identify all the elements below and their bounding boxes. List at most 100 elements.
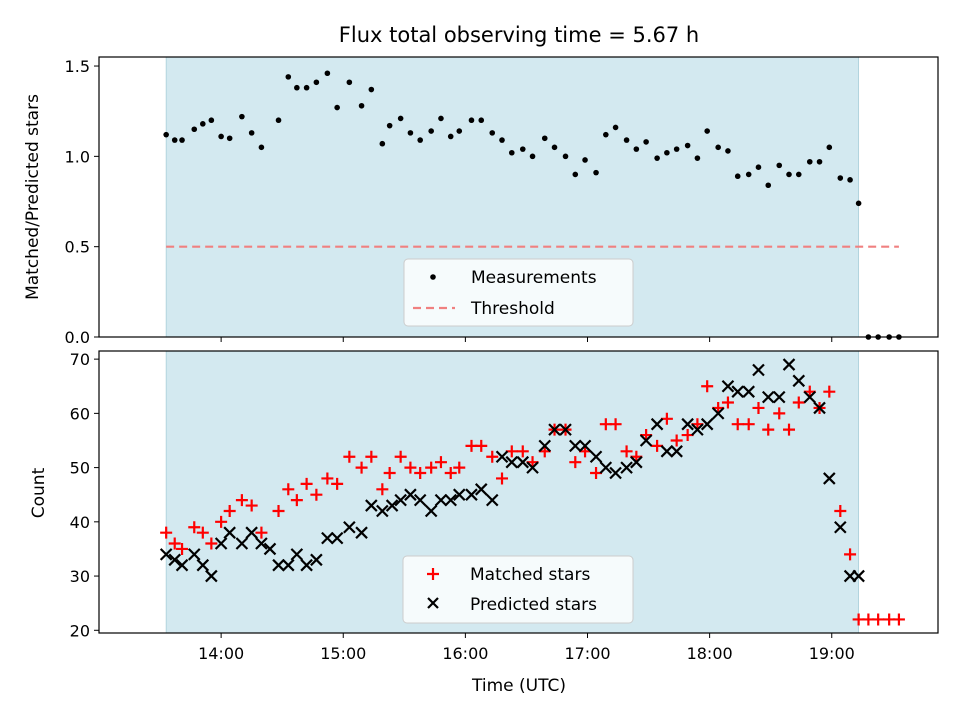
measurement-point <box>489 130 496 136</box>
predicted-star-point <box>159 548 173 561</box>
matched-star-point <box>290 494 303 507</box>
matched-star-point <box>235 494 248 507</box>
predicted-star-point <box>670 445 683 458</box>
matched-star-point <box>590 467 603 480</box>
measurement-point <box>847 177 853 183</box>
measurement-point <box>285 74 292 80</box>
matched-star-point <box>681 429 694 442</box>
predicted-star-point <box>235 537 249 550</box>
matched-star-point <box>282 483 295 496</box>
measurement-point <box>379 140 386 147</box>
matched-star-point <box>844 548 857 561</box>
predicted-star-point <box>650 417 664 431</box>
ratio-y-tick-label: 0.0 <box>65 328 90 347</box>
measurement-point <box>171 137 178 143</box>
measurement-point <box>593 169 599 176</box>
measurements-legend-marker <box>430 274 436 280</box>
measurement-point <box>855 200 862 207</box>
count-y-ticks: 20 30 40 50 60 70 <box>70 350 99 640</box>
predicted-star-point <box>187 548 201 561</box>
predicted-star-point <box>599 461 613 474</box>
x-tick-label: 19:00 <box>809 644 855 663</box>
predicted-legend-label: Predicted stars <box>470 595 597 615</box>
measurement-point <box>562 153 569 160</box>
measurement-point <box>765 182 772 189</box>
ratio-y-tick-label: 1.0 <box>65 147 90 166</box>
predicted-star-point <box>721 379 735 393</box>
measurement-point <box>200 121 206 127</box>
matched-star-point <box>742 418 755 431</box>
x-tick-label: 14:00 <box>198 644 244 663</box>
matched-star-point <box>444 467 457 480</box>
ratio-axes-frame <box>98 56 939 338</box>
measurement-point <box>163 131 169 138</box>
measurement-point <box>755 164 762 170</box>
predicted-star-point <box>752 363 765 377</box>
measurement-point <box>541 135 548 142</box>
measurement-point <box>519 146 526 152</box>
predicted-star-point <box>772 390 786 404</box>
predicted-star-point <box>290 548 304 561</box>
predicted-star-point <box>681 417 694 431</box>
matched-star-point <box>176 542 189 555</box>
measurement-point <box>368 86 375 93</box>
measurement-point <box>582 157 588 163</box>
measurement-point <box>258 144 265 151</box>
matched-star-point <box>188 521 201 534</box>
matched-star-point <box>355 461 368 474</box>
matched-star-point <box>475 439 488 452</box>
matched-star-point <box>792 396 805 409</box>
matched-star-point <box>168 537 181 550</box>
measurement-point <box>428 128 434 134</box>
ratio-legend-box <box>403 258 634 327</box>
predicted-star-point <box>700 417 714 431</box>
predicted-star-point <box>330 531 344 545</box>
matched-star-point <box>823 385 836 398</box>
predicted-star-point <box>168 553 181 567</box>
predicted-star-point <box>660 445 674 458</box>
matched-star-point <box>453 461 466 474</box>
matched-star-point <box>620 445 633 458</box>
matched-legend-marker <box>427 568 439 580</box>
matched-star-point <box>496 472 509 485</box>
measurement-point <box>715 144 721 151</box>
count-y-tick-label: 60 <box>70 404 90 423</box>
predicted-star-point <box>711 407 725 420</box>
ratio-panel: Flux total observing time = 5.67 h 0.00.… <box>23 23 939 347</box>
measurement-point <box>499 137 505 143</box>
matched-star-point <box>731 418 744 431</box>
matched-star-point <box>569 456 582 469</box>
predicted-star-point <box>343 520 356 534</box>
predicted-star-point <box>175 558 189 572</box>
measurement-point <box>684 142 691 149</box>
predicted-star-point <box>792 374 806 388</box>
count-y-axis-label: Count <box>29 467 49 518</box>
predicted-star-point <box>321 531 334 545</box>
predicted-star-point <box>505 455 519 469</box>
count-legend-box <box>402 555 634 624</box>
measurement-point <box>776 162 783 169</box>
predicted-star-point <box>823 472 836 485</box>
matched-star-point <box>255 526 268 539</box>
predicted-star-point <box>761 390 775 404</box>
measurement-point <box>407 130 414 136</box>
matched-star-point <box>834 504 847 517</box>
predicted-star-point <box>852 569 865 583</box>
predicted-star-point <box>434 493 448 507</box>
matched-star-point <box>394 450 407 463</box>
predicted-star-point <box>538 439 552 453</box>
measurement-point <box>275 117 282 124</box>
predicted-star-point <box>742 385 755 398</box>
measurement-point <box>417 137 423 143</box>
ratio-y-ticks: 0.0 0.5 1.0 1.5 <box>65 57 99 347</box>
count-legend: Matched stars Predicted stars <box>402 555 634 624</box>
measurement-point <box>745 171 752 178</box>
predicted-star-point <box>272 558 285 572</box>
matched-star-point <box>310 488 323 501</box>
measurement-point <box>826 144 833 151</box>
measurement-point <box>633 146 640 152</box>
count-y-tick-label: 30 <box>70 567 90 586</box>
measurement-point <box>218 133 224 140</box>
predicted-star-point <box>589 450 603 464</box>
predicted-legend-marker <box>427 597 439 609</box>
